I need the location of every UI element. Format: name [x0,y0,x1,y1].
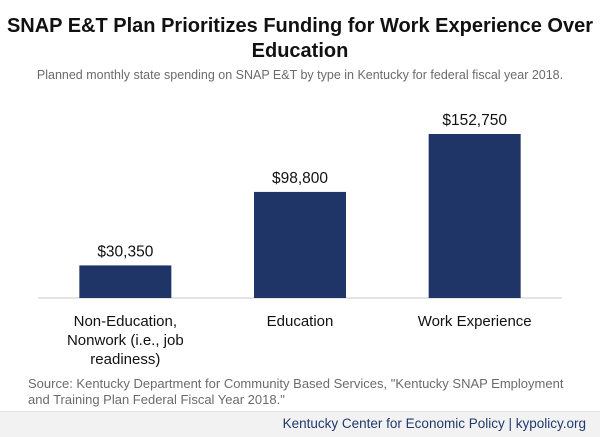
chart-title-line: SNAP E&T Plan Prioritizes Funding for Wo… [6,15,594,37]
category-label: Non-Education, Nonwork (i.e., job readin… [66,313,184,368]
bar-value-label: $98,800 [272,170,328,187]
category-label: Work Experience [417,313,532,330]
footer-credit: Kentucky Center for Economic Policy | ky… [282,416,586,431]
bar [428,134,521,298]
bar-value-label: $152,750 [442,112,507,129]
source-note: Source: Kentucky Department for Communit… [28,376,564,407]
bar-value-label: $30,350 [97,243,153,260]
chart-title: SNAP E&T Plan Prioritizes Funding for Wo… [0,14,600,64]
footer-bar: Kentucky Center for Economic Policy | ky… [0,411,600,437]
category-label: Education [266,313,334,330]
chart-subtitle: Planned monthly state spending on SNAP E… [36,68,564,82]
bar [254,191,346,298]
bar [79,265,172,298]
chart-title-line: Education [251,40,349,62]
